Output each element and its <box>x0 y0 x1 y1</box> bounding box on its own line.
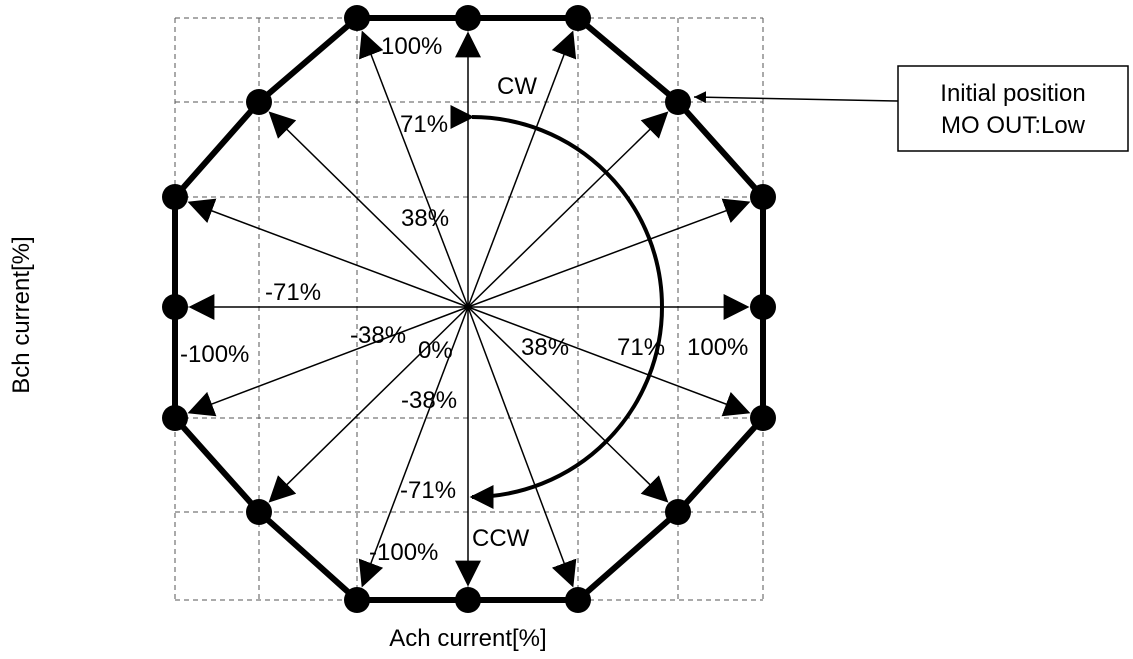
x-tick-zero: 0% <box>418 337 453 364</box>
step-point <box>665 499 691 525</box>
step-point <box>565 587 591 613</box>
y-tick-neg71: -71% <box>400 477 456 504</box>
current-vectors <box>187 30 751 588</box>
step-point <box>750 405 776 431</box>
y-tick-neg38: -38% <box>401 387 457 414</box>
y-tick-neg100: -100% <box>369 539 438 566</box>
step-point <box>750 184 776 210</box>
current-vector-arrow <box>467 111 669 308</box>
callout-box <box>897 65 1129 152</box>
cw-label: CW <box>497 73 537 100</box>
current-vector-arrow <box>467 306 751 417</box>
current-vector-arrow <box>467 198 751 308</box>
step-points <box>162 5 776 613</box>
callout-line1: Initial position <box>940 80 1085 107</box>
y-tick-pos38: 38% <box>401 205 449 232</box>
step-point <box>344 5 370 31</box>
callout-leader-line <box>693 91 899 104</box>
step-point <box>455 5 481 31</box>
x-tick-pos100: 100% <box>687 334 748 361</box>
callout-line2: MO OUT:Low <box>941 112 1086 139</box>
ccw-label: CCW <box>472 525 530 552</box>
initial-position-point <box>665 89 691 115</box>
x-tick-neg100: -100% <box>180 341 249 368</box>
current-vector-arrow <box>467 306 669 503</box>
step-point <box>162 184 188 210</box>
step-point <box>162 405 188 431</box>
x-axis-title: Ach current[%] <box>389 625 546 652</box>
x-tick-neg38: -38% <box>350 322 406 349</box>
initial-position-callout: Initial position MO OUT:Low <box>693 65 1129 152</box>
x-tick-neg71: -71% <box>265 279 321 306</box>
rotation-direction-arc <box>450 104 664 509</box>
x-tick-pos38: 38% <box>521 334 569 361</box>
step-point <box>162 294 188 320</box>
step-point <box>344 587 370 613</box>
current-vector-arrow <box>268 111 469 308</box>
x-tick-pos71: 71% <box>617 334 665 361</box>
step-point <box>455 587 481 613</box>
y-tick-pos71: 71% <box>400 111 448 138</box>
step-point <box>565 5 591 31</box>
step-point <box>750 294 776 320</box>
step-point <box>246 499 272 525</box>
y-tick-pos100: 100% <box>381 33 442 60</box>
current-vector-arrow <box>358 30 469 308</box>
y-axis-title: Bch current[%] <box>8 236 35 393</box>
current-vector-arrow <box>268 306 469 503</box>
step-point <box>246 89 272 115</box>
current-vector-arrow <box>187 306 469 417</box>
current-vector-arrow <box>187 198 469 308</box>
